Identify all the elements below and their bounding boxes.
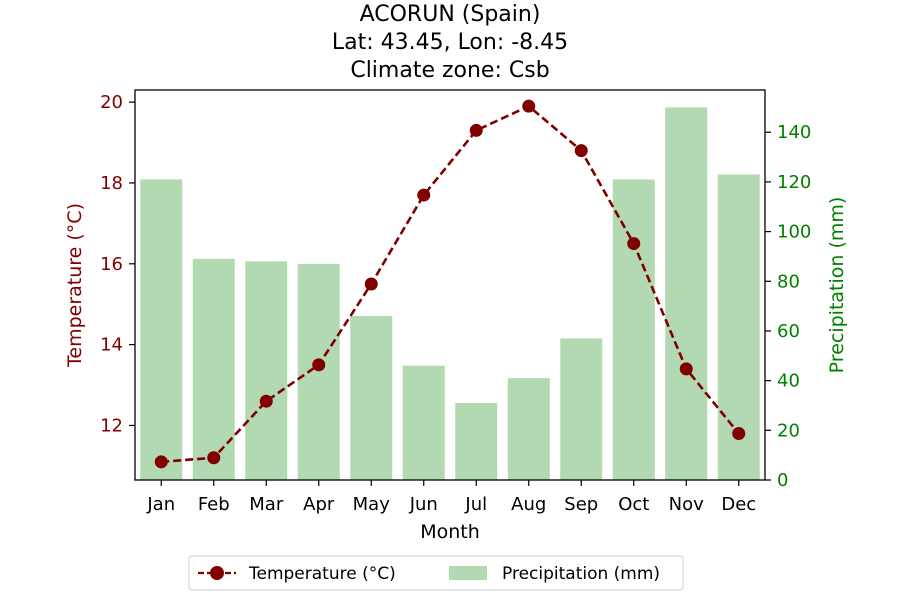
chart-title: ACORUN (Spain) Lat: 43.45, Lon: -8.45 Cl… <box>332 2 568 83</box>
y-left-tick-label: 18 <box>100 173 123 194</box>
temperature-point <box>364 277 378 291</box>
x-tick-label: Jun <box>409 494 438 515</box>
y-left-tick-label: 12 <box>100 415 123 436</box>
x-tick-label: Dec <box>721 494 756 515</box>
temperature-point <box>207 451 221 465</box>
precipitation-bar <box>192 258 235 480</box>
y-right-tick-label: 80 <box>777 271 800 292</box>
y-right-tick-label: 100 <box>777 222 811 243</box>
y-right-tick-label: 20 <box>777 420 800 441</box>
precipitation-bar <box>455 402 498 480</box>
plot-frame <box>134 89 766 481</box>
temperature-point <box>522 99 536 113</box>
x-tick-label: Jan <box>146 494 175 515</box>
y-axis-left: 12 14 16 18 20 <box>100 92 135 436</box>
temperature-line <box>154 99 746 469</box>
precipitation-bar <box>560 338 603 480</box>
temperature-point <box>732 427 746 441</box>
chart-title-line-2: Lat: 43.45, Lon: -8.45 <box>332 30 568 55</box>
x-tick-label: Feb <box>198 494 230 515</box>
y-right-tick-label: 40 <box>777 371 800 392</box>
temperature-point <box>574 144 588 158</box>
y-axis-right-label: Precipitation (mm) <box>826 197 848 374</box>
temperature-point <box>679 362 693 376</box>
precipitation-bar <box>507 378 550 480</box>
temperature-point <box>469 123 483 137</box>
chart-title-line-1: ACORUN (Spain) <box>360 2 541 27</box>
chart-title-line-3: Climate zone: Csb <box>350 58 549 83</box>
precipitation-bars <box>140 107 760 480</box>
temperature-point <box>259 394 273 408</box>
precipitation-bar <box>612 179 655 480</box>
y-axis-left-label: Temperature (°C) <box>64 203 86 368</box>
x-tick-label: May <box>353 494 391 515</box>
legend-temperature-label: Temperature (°C) <box>248 564 396 584</box>
temperature-point <box>154 455 168 469</box>
y-left-tick-label: 16 <box>100 254 123 275</box>
x-tick-label: Sep <box>564 494 598 515</box>
y-left-tick-label: 14 <box>100 335 123 356</box>
x-tick-label: Aug <box>511 494 546 515</box>
precipitation-bar <box>245 261 288 480</box>
x-tick-label: Jul <box>464 494 487 515</box>
y-right-tick-label: 140 <box>777 122 811 143</box>
precipitation-bar <box>350 316 393 480</box>
x-tick-label: Apr <box>303 494 335 515</box>
temperature-series-line <box>161 104 740 464</box>
y-left-tick-label: 20 <box>100 92 123 113</box>
x-tick-label: Mar <box>249 494 284 515</box>
x-axis-label: Month <box>420 521 480 543</box>
precipitation-bar <box>402 365 445 480</box>
temperature-point <box>417 188 431 202</box>
legend-precipitation-label: Precipitation (mm) <box>502 564 660 584</box>
legend-temperature-marker <box>210 566 224 580</box>
x-tick-label: Nov <box>669 494 704 515</box>
legend: Temperature (°C) Precipitation (mm) <box>188 555 684 591</box>
legend-box <box>188 555 684 591</box>
x-tick-label: Oct <box>618 494 649 515</box>
temperature-point <box>312 358 326 372</box>
y-right-tick-label: 60 <box>777 321 800 342</box>
y-right-tick-label: 0 <box>777 470 788 491</box>
x-axis: Jan Feb Mar Apr May Jun Jul Aug Sep Oct Nov Dec <box>146 480 756 515</box>
precipitation-bar <box>665 107 708 480</box>
precipitation-bar <box>140 179 183 480</box>
legend-precipitation-swatch <box>449 566 487 580</box>
y-right-tick-label: 120 <box>777 172 811 193</box>
y-axis-right: 0 20 40 60 80 100 120 140 <box>765 122 811 491</box>
temperature-point <box>627 237 641 251</box>
precipitation-bar <box>297 263 340 480</box>
